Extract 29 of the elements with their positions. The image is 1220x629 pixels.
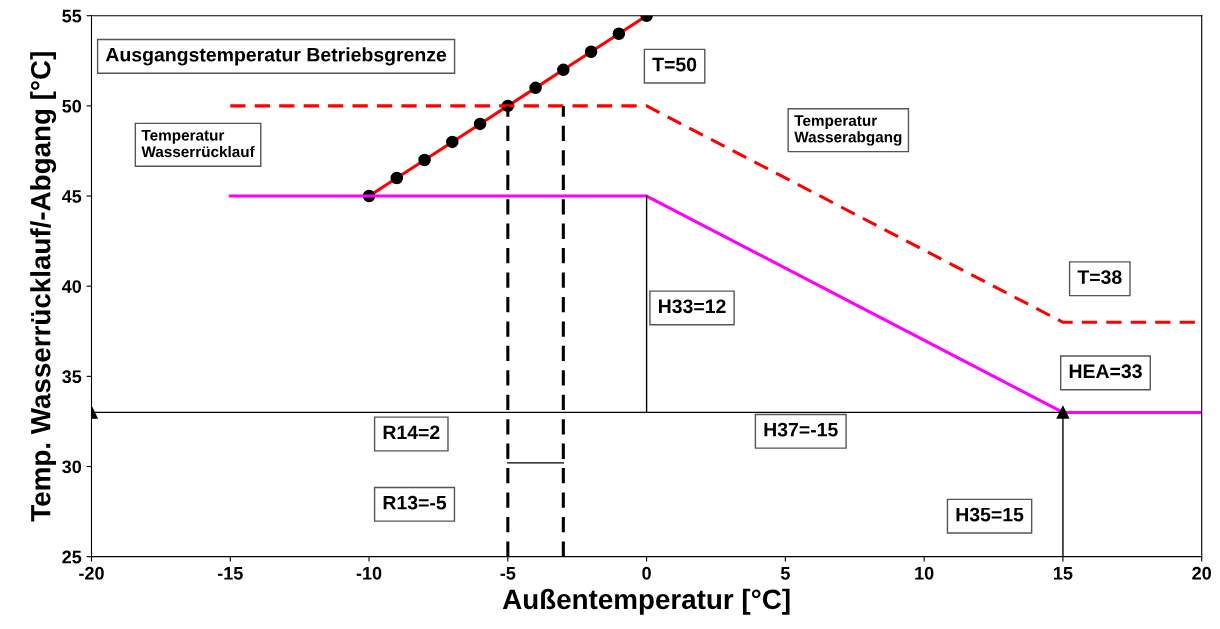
annotation: HEA=33	[1069, 364, 1142, 379]
y-tick-label: 40	[61, 280, 82, 293]
annotation: T=38	[1077, 270, 1122, 284]
y-tick-label: 50	[62, 99, 82, 113]
annotation: T=50	[652, 57, 697, 72]
annotation: Temperatur Wasserrücklauf	[141, 130, 255, 158]
x-tick-label: 10	[915, 566, 934, 580]
x-tick-label: -5	[500, 567, 516, 580]
x-tick-label: -20	[79, 566, 104, 580]
annotation: Ausgangstemperatur Betriebsgrenze	[105, 47, 447, 66]
annotation: R13=-5	[383, 495, 447, 510]
y-tick-label: 30	[62, 460, 82, 474]
y-axis-title: Temp. Wasserrücklauf/-Abgang [°C]	[30, 52, 57, 522]
annotation: H35=15	[956, 507, 1024, 522]
y-tick-label: 35	[62, 370, 82, 384]
x-tick-label: 0	[642, 566, 651, 580]
x-tick-label: -10	[356, 566, 382, 580]
y-tick-label: 55	[62, 9, 82, 23]
x-tick-label: 20	[1192, 566, 1211, 580]
y-tick-label: 45	[61, 190, 82, 203]
annotation: Temperatur Wasserabgang	[794, 115, 902, 146]
x-tick-label: 5	[780, 567, 790, 580]
annotation: R14=2	[383, 425, 440, 440]
x-tick-label: -15	[217, 567, 243, 580]
annotation: H33=12	[659, 299, 726, 314]
x-tick-label: 15	[1054, 567, 1073, 580]
y-tick-label: 25	[62, 550, 82, 564]
annotation: H37=-15	[764, 422, 838, 437]
x-axis-title: Außentemperatur [°C]	[502, 588, 790, 615]
